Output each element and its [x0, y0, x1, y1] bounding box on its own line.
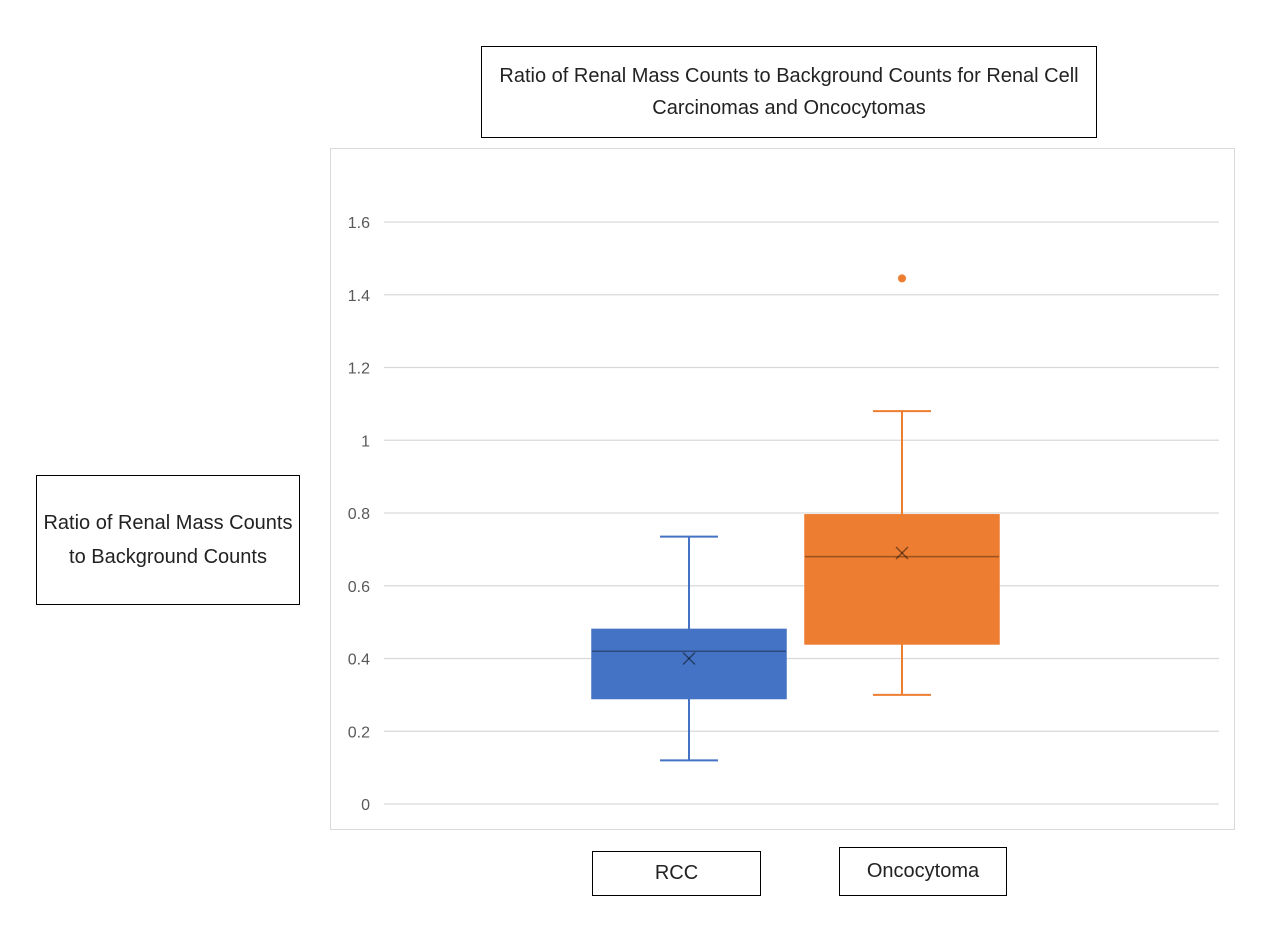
- plot-area-frame: [330, 148, 1235, 830]
- chart-title-text: Ratio of Renal Mass Counts to Background…: [499, 65, 1079, 119]
- y-tick-label: 0.2: [348, 724, 370, 741]
- y-axis-label-text: Ratio of Renal Mass Counts to Background…: [43, 512, 293, 568]
- y-tick-label: 1.6: [348, 215, 370, 232]
- mean-marker: [682, 651, 696, 666]
- y-tick-label: 1.2: [348, 361, 370, 378]
- outlier-point: [898, 274, 906, 283]
- category-label-rcc: RCC: [592, 851, 761, 896]
- category-label-rcc-text: RCC: [654, 862, 699, 884]
- chart-title: Ratio of Renal Mass Counts to Background…: [481, 46, 1097, 138]
- y-tick-label: 0.8: [348, 506, 370, 523]
- y-tick-label: 0.4: [348, 652, 370, 669]
- iqr-box: [591, 628, 787, 700]
- y-tick-label: 1.4: [348, 288, 370, 305]
- y-tick-label: 1: [361, 433, 370, 450]
- iqr-box: [804, 514, 1000, 645]
- y-axis-label: Ratio of Renal Mass Counts to Background…: [36, 475, 300, 605]
- mean-marker: [895, 546, 909, 560]
- y-tick-label: 0: [361, 797, 370, 814]
- mean-marker: [895, 546, 909, 560]
- mean-marker: [682, 651, 696, 666]
- category-label-oncocytoma-text: Oncocytoma: [866, 860, 980, 882]
- y-tick-label: 0.6: [348, 579, 370, 596]
- category-label-oncocytoma: Oncocytoma: [839, 847, 1007, 896]
